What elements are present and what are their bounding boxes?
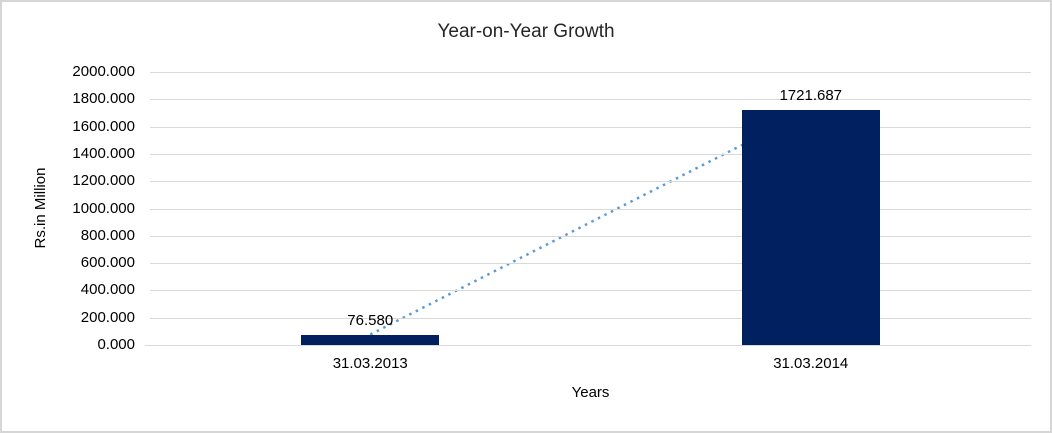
x-axis-line [145,345,1031,346]
y-tick-label: 200.000 [80,308,135,326]
gridline [150,99,1031,101]
y-tick-label: 1600.000 [72,117,135,135]
gridline [150,235,1031,237]
plot-area [150,72,1031,345]
y-tick-label: 2000.000 [72,63,135,80]
bar [741,109,880,345]
gridline [150,290,1031,292]
y-tick-label: 800.000 [80,226,135,244]
chart-title: Year-on-Year Growth [437,21,615,42]
y-tick-label: 1200.000 [72,172,135,190]
y-tick-label: 1800.000 [72,90,135,108]
gridline [150,208,1031,210]
gridline [150,153,1031,155]
gridline [150,181,1031,183]
x-category-label: 31.03.2013 [332,355,408,372]
y-tick-label: 600.000 [80,254,135,272]
y-tick-label: 0.000 [97,336,135,353]
trendline [369,108,812,336]
y-tick-label: 1000.000 [72,199,135,217]
bar-data-label: 1721.687 [779,86,843,104]
gridline [150,72,1031,73]
x-category-label: 31.03.2014 [773,355,849,372]
gridline [150,126,1031,128]
y-tick-label: 400.000 [80,281,135,299]
gridline [150,263,1031,265]
bar-data-label: 76.580 [347,311,394,329]
bar [301,334,440,345]
x-axis-title: Years [571,384,610,401]
y-tick-label: 1400.000 [72,144,135,162]
gridline [150,317,1031,319]
